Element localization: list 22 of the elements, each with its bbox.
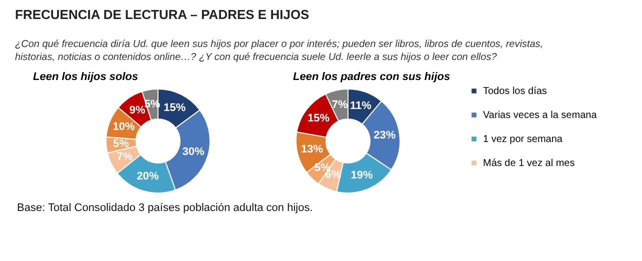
- data-label: 11%: [350, 100, 372, 112]
- data-label: 15%: [164, 102, 186, 114]
- chart-title: Leen los padres con sus hijos: [293, 71, 450, 83]
- data-label: 30%: [182, 146, 205, 158]
- text: Base: Total Consolidado 3 países población adulta con hijos.: [17, 202, 313, 214]
- chart-title: Leen los hijos solos: [33, 71, 138, 83]
- data-label: 10%: [112, 120, 135, 133]
- legend-label: 1 vez por semana: [483, 134, 563, 145]
- text: FRECUENCIA DE LECTURA – PADRES E HIJOS: [15, 7, 310, 22]
- data-label: 20%: [136, 170, 159, 183]
- legend-label: Más de 1 vez al mes: [483, 158, 575, 169]
- data-label: 23%: [374, 130, 396, 142]
- text: ¿Con qué frecuencia diría Ud. que leen sus hijos por placer o por interés; pueden ser libros, libros de cuentos, revistas, historias, noticias o contenidos online…? ¿Y con qué frecuencia suele Ud. leerle a sus hijos o leer con ellos?: [15, 39, 544, 63]
- legend-label: Todos los días: [483, 86, 547, 97]
- data-label: 19%: [350, 169, 373, 182]
- data-label: 7%: [116, 151, 133, 164]
- data-label: 9%: [129, 104, 146, 116]
- legend-label: Varias veces a la semana: [483, 110, 598, 121]
- data-label: 13%: [301, 144, 324, 156]
- data-label: 7%: [332, 98, 348, 111]
- data-label: 5%: [113, 138, 130, 150]
- data-label: 15%: [308, 112, 330, 125]
